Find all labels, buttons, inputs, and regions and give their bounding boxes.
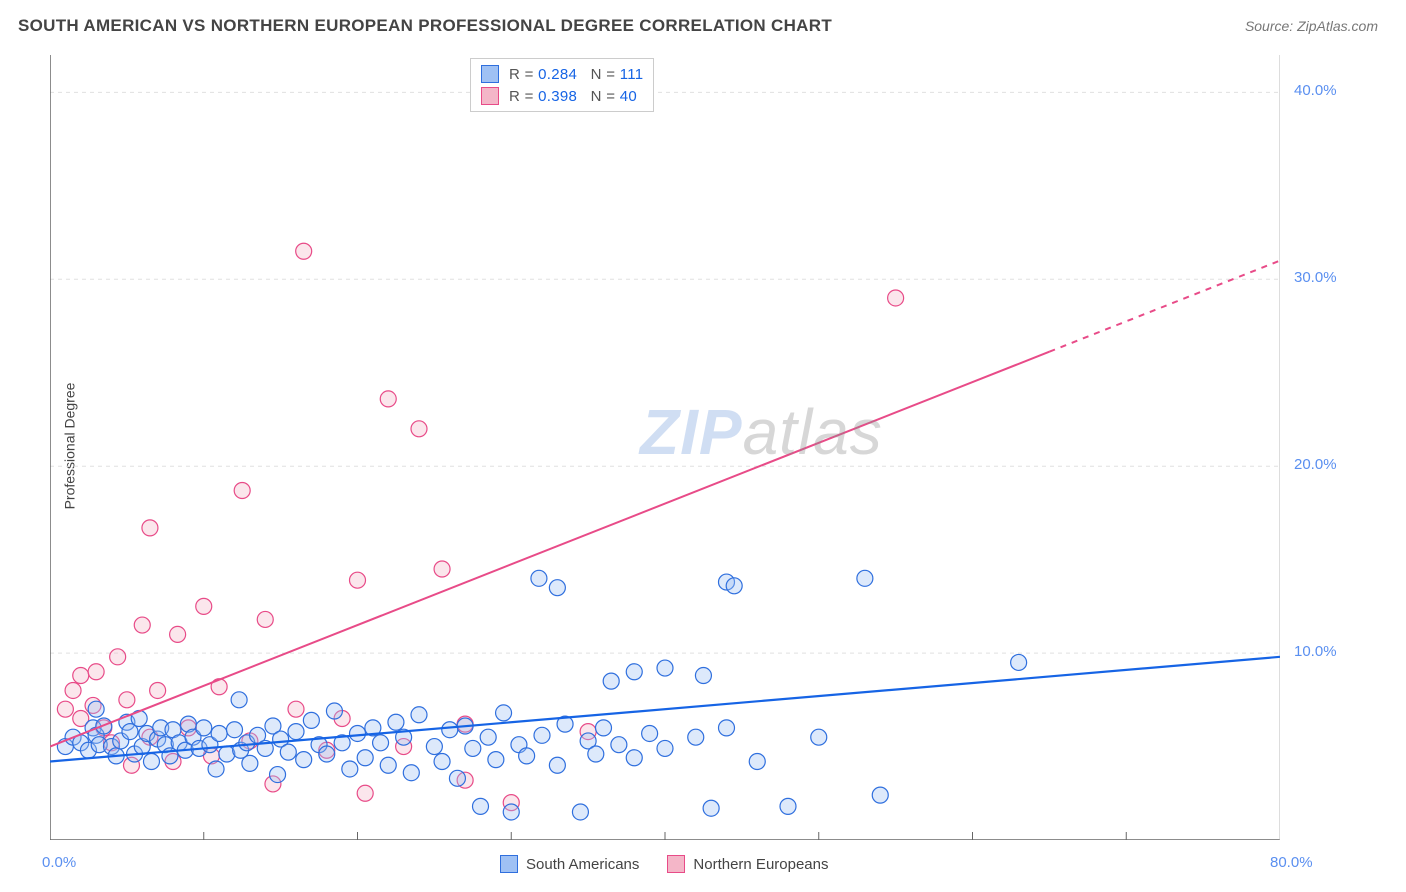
stats-row-1: R = 0.398 N = 40 (481, 85, 643, 107)
legend-label-0: South Americans (526, 856, 639, 873)
stats-row-0: R = 0.284 N = 111 (481, 63, 643, 85)
series-legend: South Americans Northern Europeans (500, 855, 829, 873)
legend-swatch-0 (500, 855, 518, 873)
stats-legend: R = 0.284 N = 111 R = 0.398 N = 40 (470, 58, 654, 112)
legend-item-1: Northern Europeans (667, 855, 828, 873)
stats-values-1: R = 0.398 N = 40 (509, 88, 637, 105)
legend-label-1: Northern Europeans (693, 856, 828, 873)
stats-swatch-0 (481, 65, 499, 83)
stats-swatch-1 (481, 87, 499, 105)
scatter-chart: SOUTH AMERICAN VS NORTHERN EUROPEAN PROF… (0, 0, 1406, 892)
plot-area (50, 55, 1280, 840)
legend-item-0: South Americans (500, 855, 639, 873)
source-label: Source: (1245, 18, 1297, 34)
legend-swatch-1 (667, 855, 685, 873)
chart-source: Source: ZipAtlas.com (1245, 18, 1378, 34)
y-tick-label: 30.0% (1294, 269, 1337, 286)
chart-title: SOUTH AMERICAN VS NORTHERN EUROPEAN PROF… (18, 16, 832, 36)
y-tick-label: 20.0% (1294, 456, 1337, 473)
x-min-label: 0.0% (42, 854, 76, 871)
y-tick-label: 40.0% (1294, 82, 1337, 99)
y-tick-label: 10.0% (1294, 643, 1337, 660)
x-max-label: 80.0% (1270, 854, 1313, 871)
plot-svg (50, 55, 1280, 840)
source-name: ZipAtlas.com (1297, 18, 1378, 34)
stats-values-0: R = 0.284 N = 111 (509, 66, 643, 83)
